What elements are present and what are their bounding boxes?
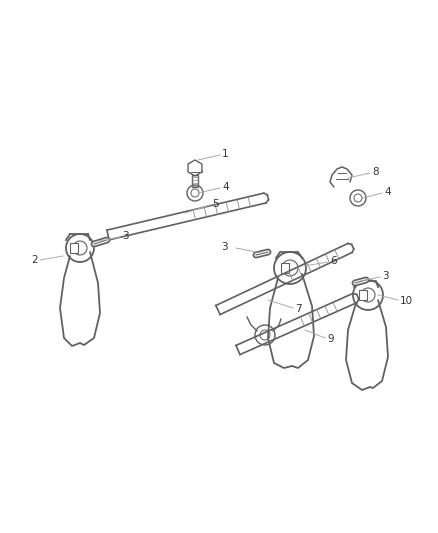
Text: 9: 9 bbox=[327, 334, 334, 344]
Text: 6: 6 bbox=[330, 256, 337, 266]
Text: 5: 5 bbox=[212, 199, 219, 209]
Text: 8: 8 bbox=[372, 167, 378, 177]
Text: 2: 2 bbox=[32, 255, 38, 265]
Text: 10: 10 bbox=[400, 296, 413, 306]
FancyBboxPatch shape bbox=[70, 243, 78, 253]
FancyBboxPatch shape bbox=[359, 290, 367, 300]
Text: 7: 7 bbox=[295, 304, 302, 314]
FancyBboxPatch shape bbox=[281, 263, 289, 273]
Text: 4: 4 bbox=[384, 187, 391, 197]
Text: 4: 4 bbox=[222, 182, 229, 192]
FancyBboxPatch shape bbox=[192, 175, 198, 187]
Text: 3: 3 bbox=[221, 242, 228, 252]
Text: 3: 3 bbox=[122, 231, 129, 241]
Text: 3: 3 bbox=[382, 271, 389, 281]
Text: 1: 1 bbox=[222, 149, 229, 159]
